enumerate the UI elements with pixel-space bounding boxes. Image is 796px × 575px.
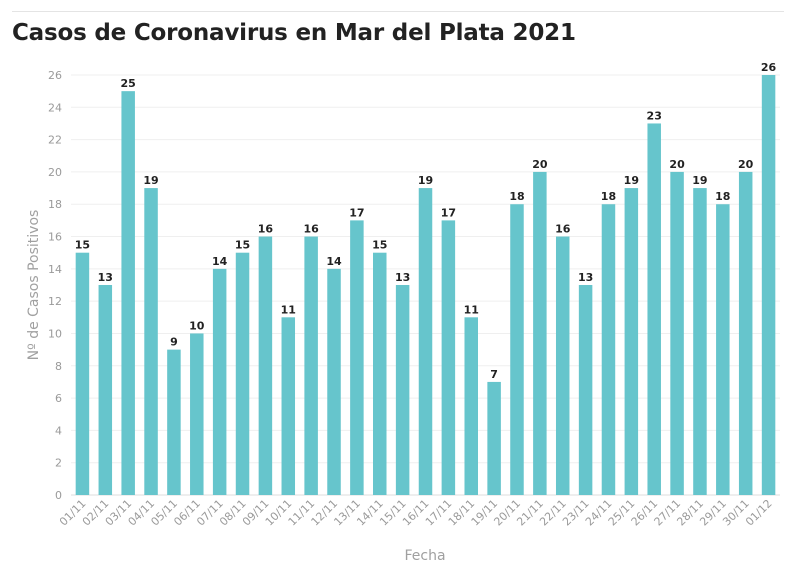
bar xyxy=(418,188,433,496)
data-label: 11 xyxy=(281,303,296,316)
data-label: 17 xyxy=(349,206,364,219)
x-axis-title: Fecha xyxy=(404,548,445,564)
y-tick-label: 0 xyxy=(55,489,62,502)
data-label: 11 xyxy=(464,303,479,316)
bar xyxy=(578,285,593,495)
bar xyxy=(624,188,639,496)
bar xyxy=(235,252,250,495)
data-label: 16 xyxy=(258,223,274,236)
x-axis-ticks: 01/1102/1103/1104/1105/1106/1107/1108/11… xyxy=(57,497,775,529)
y-tick-label: 16 xyxy=(48,231,62,244)
bar xyxy=(304,236,318,496)
top-divider xyxy=(12,11,784,12)
bar xyxy=(647,123,661,495)
data-label: 18 xyxy=(601,190,616,203)
data-label: 19 xyxy=(143,174,158,187)
data-label: 9 xyxy=(170,336,178,349)
bar xyxy=(212,268,227,495)
bar xyxy=(167,349,181,495)
bar xyxy=(350,220,364,495)
bar xyxy=(190,333,204,495)
y-tick-label: 4 xyxy=(55,424,62,437)
data-label: 20 xyxy=(738,158,754,171)
data-label: 18 xyxy=(715,190,730,203)
data-label: 26 xyxy=(761,61,777,74)
data-label: 15 xyxy=(235,239,250,252)
bar xyxy=(98,285,113,495)
x-tick-label: 01/12 xyxy=(743,497,775,529)
y-tick-label: 24 xyxy=(48,101,62,114)
y-axis-title: Nº de Casos Positivos xyxy=(26,210,42,361)
y-tick-label: 18 xyxy=(48,198,62,211)
data-label: 14 xyxy=(212,255,228,268)
data-labels: 15 13 25 19 9 10 14 15 16 11 16 14 17 15 13 19 17 11 7 18 20… xyxy=(75,61,777,381)
bar xyxy=(555,236,570,496)
data-label: 17 xyxy=(441,206,456,219)
bar xyxy=(533,171,547,495)
bar xyxy=(144,188,158,496)
y-tick-label: 6 xyxy=(55,392,62,405)
bar xyxy=(258,236,273,496)
bar xyxy=(121,91,135,496)
bar xyxy=(761,75,776,495)
data-label: 16 xyxy=(555,223,571,236)
bar xyxy=(510,204,524,495)
bar xyxy=(327,268,341,495)
y-tick-label: 20 xyxy=(48,166,62,179)
data-label: 20 xyxy=(669,158,685,171)
data-label: 19 xyxy=(418,174,433,187)
y-tick-label: 22 xyxy=(48,134,62,147)
bar xyxy=(487,381,501,495)
data-label: 15 xyxy=(372,239,387,252)
y-tick-label: 2 xyxy=(55,457,62,470)
data-label: 13 xyxy=(578,271,593,284)
data-label: 18 xyxy=(509,190,524,203)
data-label: 14 xyxy=(326,255,342,268)
bar xyxy=(373,252,387,495)
y-tick-label: 14 xyxy=(48,263,62,276)
data-label: 19 xyxy=(692,174,707,187)
y-tick-label: 10 xyxy=(48,327,62,340)
bar xyxy=(281,317,296,495)
data-label: 10 xyxy=(189,319,205,332)
bars xyxy=(75,75,776,496)
data-label: 15 xyxy=(75,239,90,252)
bar xyxy=(441,220,456,495)
data-label: 20 xyxy=(532,158,548,171)
data-label: 23 xyxy=(647,109,662,122)
bar xyxy=(395,285,410,495)
y-tick-label: 12 xyxy=(48,295,62,308)
data-label: 19 xyxy=(624,174,639,187)
data-label: 13 xyxy=(98,271,113,284)
data-label: 25 xyxy=(121,77,136,90)
data-label: 16 xyxy=(303,223,319,236)
bar xyxy=(693,188,707,496)
y-tick-label: 26 xyxy=(48,69,62,82)
data-label: 7 xyxy=(490,368,498,381)
data-label: 13 xyxy=(395,271,410,284)
chart-title: Casos de Coronavirus en Mar del Plata 20… xyxy=(12,20,576,46)
bar xyxy=(670,171,684,495)
bar xyxy=(601,204,616,495)
bar xyxy=(716,204,730,495)
bar xyxy=(738,171,753,495)
bar xyxy=(464,317,478,495)
y-tick-label: 8 xyxy=(55,360,62,373)
bar xyxy=(75,252,90,495)
